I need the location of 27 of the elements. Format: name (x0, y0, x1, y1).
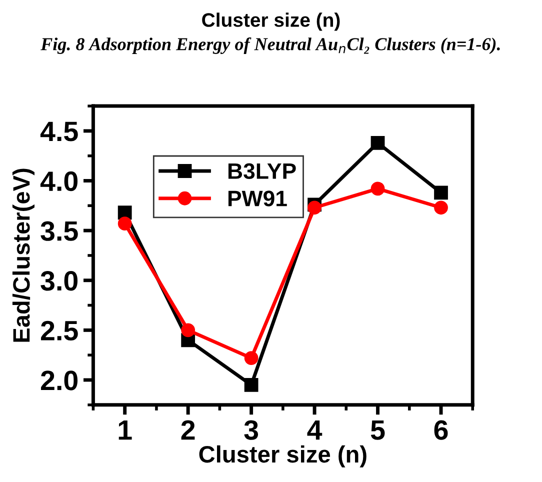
x-tick-label: 5 (370, 420, 385, 440)
x-tick-label: 4 (307, 420, 322, 440)
legend-label: PW91 (228, 190, 287, 206)
point (370, 136, 385, 150)
x-tick-label: 2 (181, 420, 195, 440)
y-tick-label: 4.0 (40, 171, 78, 192)
point (244, 351, 258, 366)
y-tick-label: 2.0 (40, 370, 78, 390)
caption: Fig. 8 Adsorption Energy of Neutral Au$_{n}$Cl₂ Clusters (n=1-6). (40, 37, 500, 54)
point (244, 378, 258, 392)
x-tick-label: 3 (244, 420, 258, 440)
x-tick-label: 1 (118, 420, 132, 440)
point (370, 182, 385, 196)
legend-label: B3LYP (228, 163, 296, 180)
y-axis-title: Ead/Cluster(eV) (12, 168, 34, 342)
y-tick-label: 2.5 (40, 320, 78, 341)
x-axis-title: Cluster size (n) (199, 445, 366, 468)
y-tick-label: 4.5 (40, 122, 78, 142)
text: Cluster size (n) (202, 12, 340, 31)
point (308, 200, 322, 215)
point (434, 186, 448, 200)
y-tick-label: 3.5 (40, 221, 78, 241)
y-tick-label: 3.0 (40, 271, 78, 291)
point (181, 323, 196, 338)
point (434, 200, 448, 215)
point (118, 216, 132, 231)
x-tick-label: 6 (434, 420, 448, 440)
